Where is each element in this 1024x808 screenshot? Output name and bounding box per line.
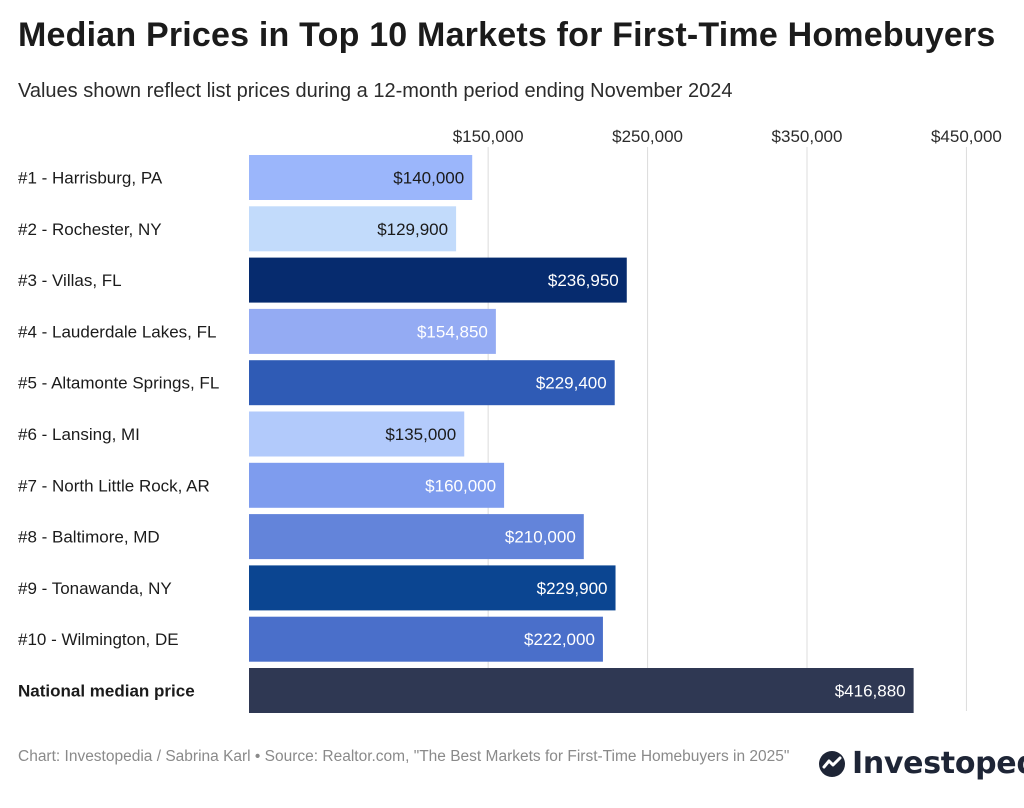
category-label: #10 - Wilmington, DE bbox=[18, 630, 179, 649]
bar bbox=[249, 155, 473, 200]
bar bbox=[249, 360, 615, 406]
bar bbox=[249, 308, 496, 354]
data-label: $210,000 bbox=[505, 528, 576, 547]
chart-subtitle: Values shown reflect list prices during … bbox=[18, 80, 733, 102]
data-label: $135,000 bbox=[385, 425, 456, 444]
data-label: $416,880 bbox=[835, 682, 906, 701]
category-label: #5 - Altamonte Springs, FL bbox=[18, 374, 219, 393]
data-label: $140,000 bbox=[393, 169, 464, 188]
x-tick-label: $250,000 bbox=[612, 127, 683, 146]
category-label: #7 - North Little Rock, AR bbox=[18, 476, 210, 495]
data-label: $154,850 bbox=[417, 322, 488, 341]
bar bbox=[249, 206, 457, 252]
x-tick-label: $150,000 bbox=[453, 127, 524, 146]
x-tick-label: $350,000 bbox=[772, 127, 843, 146]
bar bbox=[249, 616, 603, 662]
category-label: National median price bbox=[18, 682, 195, 701]
data-label: $160,000 bbox=[425, 476, 496, 495]
bar bbox=[249, 411, 465, 457]
chart-credit: Chart: Investopedia / Sabrina Karl • Sou… bbox=[18, 748, 790, 765]
category-label: #2 - Rochester, NY bbox=[18, 220, 162, 239]
bar bbox=[249, 257, 627, 303]
bar bbox=[249, 514, 584, 560]
chart-title: Median Prices in Top 10 Markets for Firs… bbox=[18, 16, 996, 54]
category-label: #4 - Lauderdale Lakes, FL bbox=[18, 322, 216, 341]
bar bbox=[249, 668, 914, 713]
data-label: $129,900 bbox=[377, 220, 448, 239]
investopedia-logo[interactable]: Investopedia bbox=[818, 746, 1024, 781]
bar bbox=[249, 462, 505, 508]
category-label: #8 - Baltimore, MD bbox=[18, 528, 160, 547]
x-tick-label: $450,000 bbox=[931, 127, 1002, 146]
data-label: $236,950 bbox=[548, 271, 619, 290]
category-label: #1 - Harrisburg, PA bbox=[18, 169, 163, 188]
bar bbox=[249, 565, 616, 611]
data-label: $229,400 bbox=[536, 374, 607, 393]
category-label: #3 - Villas, FL bbox=[18, 271, 122, 290]
category-label: #6 - Lansing, MI bbox=[18, 425, 140, 444]
bar-chart: $150,000 $250,000 $350,000 $450,000 #1 - Har… bbox=[18, 127, 1002, 713]
category-label: #9 - Tonawanda, NY bbox=[18, 579, 172, 598]
investopedia-logo-icon bbox=[819, 750, 845, 777]
data-label: $229,900 bbox=[537, 579, 608, 598]
data-label: $222,000 bbox=[524, 630, 595, 649]
logo-text: Investopedia bbox=[852, 746, 1024, 781]
